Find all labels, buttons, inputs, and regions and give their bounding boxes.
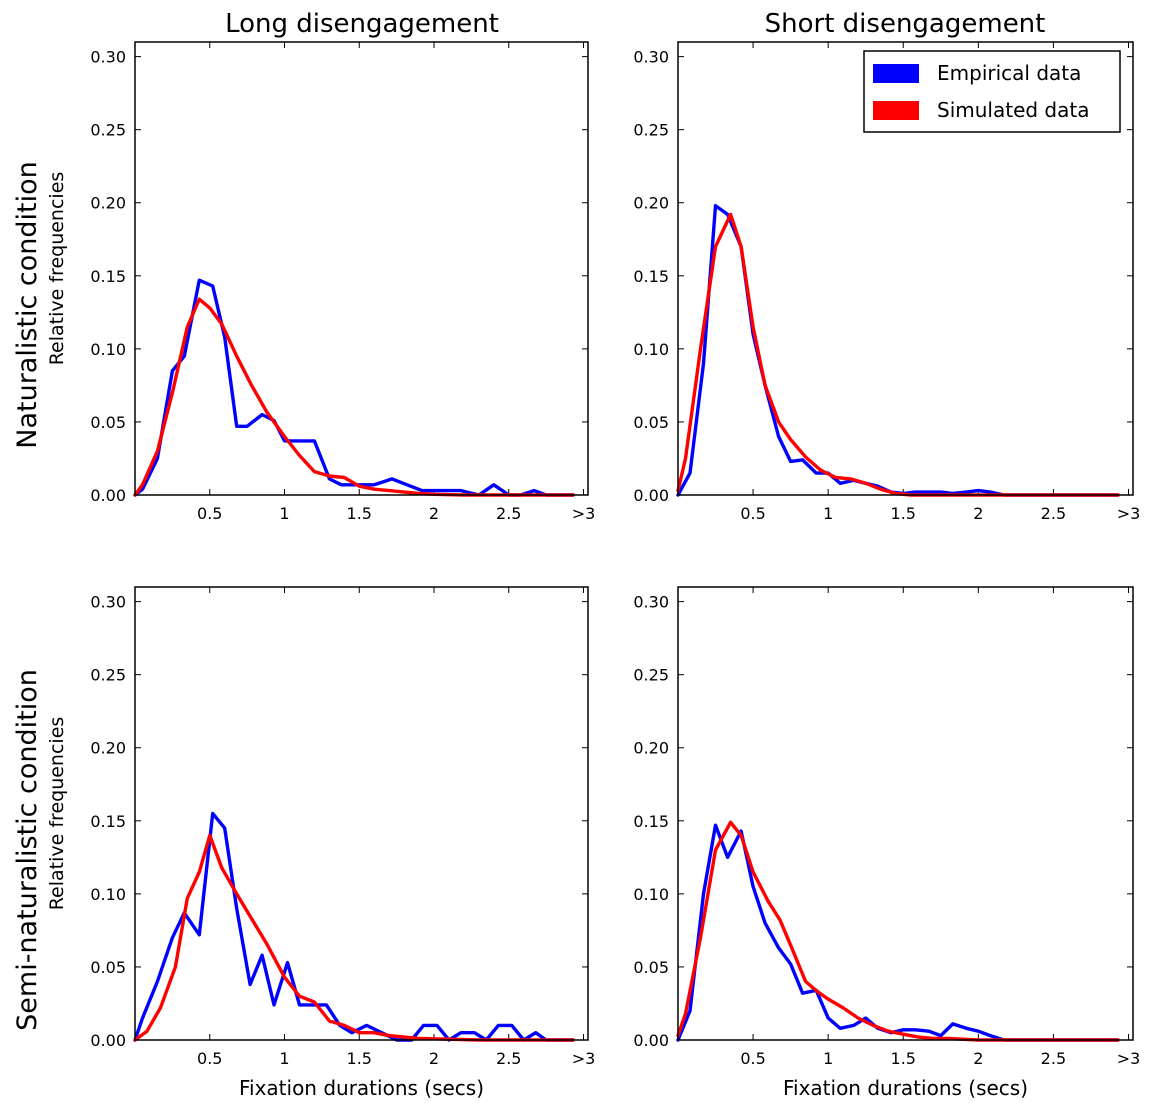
legend-swatch-simulated — [873, 101, 919, 120]
y-tick-label: 0.10 — [90, 885, 126, 904]
y-tick-label: 0.20 — [90, 739, 126, 758]
series-line-empirical — [133, 278, 575, 497]
x-tick-label: >3 — [1117, 504, 1141, 523]
panel-naturalistic-long: 0.00 0.05 0.10 0.15 0.20 0.25 0.30 0.5 1 1.5 2 2.5 >… — [46, 41, 596, 523]
x-tick-label: 2.5 — [496, 1049, 521, 1068]
y-tick-label: 0.15 — [90, 267, 126, 286]
y-tick-label: 0.20 — [633, 194, 669, 213]
y-tick-label: 0.05 — [90, 413, 126, 432]
legend-label-simulated: Simulated data — [937, 98, 1089, 122]
panel-naturalistic-short: 0.00 0.05 0.10 0.15 0.20 0.25 0.30 0.5 1 1.5 2 2.5 >… — [633, 41, 1141, 523]
row-title-naturalistic: Naturalistic condition — [12, 161, 43, 449]
y-tick-label: 0.30 — [90, 593, 126, 612]
x-axis-label: Fixation durations (secs) — [239, 1076, 484, 1100]
panel-semi-naturalistic-long: 0.00 0.05 0.10 0.15 0.20 0.25 0.30 0.5 1 1.5 2 2.5 >… — [46, 586, 596, 1100]
x-tick-label: 0.5 — [197, 1049, 222, 1068]
y-tick-label: 0.25 — [633, 121, 669, 140]
row-title-semi-naturalistic: Semi-naturalistic condition — [12, 669, 43, 1031]
y-axis-label: Relative frequencies — [46, 172, 68, 366]
x-tick-label: 1 — [279, 1049, 289, 1068]
y-tick-label: 0.00 — [633, 1031, 669, 1050]
y-tick-label: 0.05 — [633, 958, 669, 977]
x-tick-label: 0.5 — [197, 504, 222, 523]
x-tick-label: 1.5 — [347, 1049, 372, 1068]
y-axis-label: Relative frequencies — [46, 717, 68, 911]
axes-frame — [134, 586, 589, 1041]
axes-frame — [677, 586, 1134, 1041]
x-tick-label: 2.5 — [496, 504, 521, 523]
series-line-simulated — [676, 820, 1120, 1042]
y-tick-label: 0.25 — [90, 666, 126, 685]
x-tick-label: 2 — [973, 1049, 983, 1068]
y-tick-label: 0.10 — [90, 340, 126, 359]
y-tick-label: 0.15 — [633, 812, 669, 831]
x-tick-label: 0.5 — [740, 504, 765, 523]
axes-frame — [677, 41, 1134, 496]
y-tick-label: 0.20 — [633, 739, 669, 758]
y-tick-label: 0.05 — [90, 958, 126, 977]
x-tick-label: >3 — [572, 1049, 596, 1068]
y-tick-label: 0.20 — [90, 194, 126, 213]
y-tick-label: 0.25 — [633, 666, 669, 685]
legend-swatch-empirical — [873, 64, 919, 83]
y-tick-label: 0.00 — [90, 1031, 126, 1050]
x-tick-label: >3 — [572, 504, 596, 523]
x-tick-label: 0.5 — [740, 1049, 765, 1068]
x-tick-label: 2 — [973, 504, 983, 523]
x-tick-label: 2 — [429, 1049, 439, 1068]
y-tick-label: 0.15 — [633, 267, 669, 286]
x-tick-label: 1.5 — [891, 504, 916, 523]
series-line-empirical — [676, 203, 1120, 497]
x-tick-label: 1 — [823, 1049, 833, 1068]
x-axis-label: Fixation durations (secs) — [783, 1076, 1028, 1100]
x-tick-label: 1.5 — [347, 504, 372, 523]
y-tick-label: 0.05 — [633, 413, 669, 432]
y-tick-label: 0.30 — [633, 48, 669, 67]
y-tick-label: 0.30 — [90, 48, 126, 67]
y-tick-label: 0.10 — [633, 885, 669, 904]
y-tick-label: 0.25 — [90, 121, 126, 140]
y-tick-label: 0.10 — [633, 340, 669, 359]
panel-semi-naturalistic-short: 0.00 0.05 0.10 0.15 0.20 0.25 0.30 0.5 1 1.5 2 2.5 >… — [633, 586, 1141, 1100]
series-line-simulated — [133, 297, 575, 497]
x-tick-label: >3 — [1117, 1049, 1141, 1068]
x-tick-label: 1 — [823, 504, 833, 523]
y-tick-label: 0.00 — [633, 486, 669, 505]
y-tick-label: 0.15 — [90, 812, 126, 831]
legend: Empirical data Simulated data — [863, 50, 1121, 133]
series-line-simulated — [133, 833, 575, 1042]
legend-label-empirical: Empirical data — [937, 61, 1081, 85]
series-line-simulated — [676, 212, 1120, 497]
x-tick-label: 1 — [279, 504, 289, 523]
column-title-short: Short disengagement — [765, 9, 1046, 39]
y-tick-label: 0.00 — [90, 486, 126, 505]
y-tick-label: 0.30 — [633, 593, 669, 612]
axes-frame — [134, 41, 589, 496]
x-tick-label: 1.5 — [891, 1049, 916, 1068]
series-line-empirical — [133, 811, 575, 1042]
series-line-empirical — [676, 823, 1120, 1042]
x-tick-label: 2.5 — [1041, 1049, 1066, 1068]
column-title-long: Long disengagement — [225, 9, 499, 39]
x-tick-label: 2.5 — [1041, 504, 1066, 523]
x-tick-label: 2 — [429, 504, 439, 523]
